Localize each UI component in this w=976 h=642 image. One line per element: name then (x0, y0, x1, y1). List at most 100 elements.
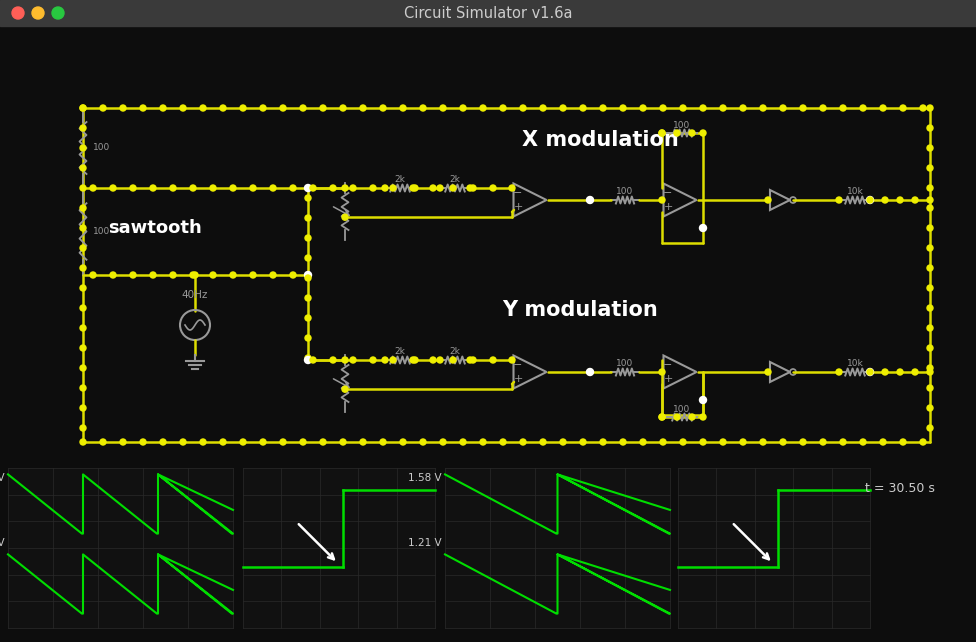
Circle shape (490, 185, 496, 191)
Circle shape (280, 439, 286, 445)
Circle shape (500, 105, 506, 111)
Bar (8, 468, 233, 628)
Circle shape (700, 225, 707, 232)
Circle shape (290, 185, 296, 191)
Circle shape (382, 185, 388, 191)
Circle shape (440, 439, 446, 445)
Circle shape (320, 105, 326, 111)
Circle shape (674, 130, 680, 136)
Circle shape (80, 145, 86, 151)
Circle shape (897, 369, 903, 375)
Text: Y modulation: Y modulation (502, 300, 658, 320)
Circle shape (305, 215, 311, 221)
Circle shape (920, 105, 926, 111)
Circle shape (640, 105, 646, 111)
Bar (243, 468, 435, 628)
Circle shape (927, 365, 933, 371)
Circle shape (600, 105, 606, 111)
Circle shape (170, 185, 176, 191)
Circle shape (927, 325, 933, 331)
Circle shape (120, 439, 126, 445)
Text: 100: 100 (93, 227, 110, 236)
Circle shape (90, 272, 96, 278)
Circle shape (80, 385, 86, 391)
Circle shape (280, 105, 286, 111)
Circle shape (600, 439, 606, 445)
Circle shape (927, 305, 933, 311)
Circle shape (912, 369, 918, 375)
Circle shape (420, 105, 426, 111)
Circle shape (305, 335, 311, 341)
Circle shape (120, 105, 126, 111)
Text: 10k: 10k (846, 360, 864, 369)
Circle shape (440, 105, 446, 111)
Circle shape (689, 130, 695, 136)
Circle shape (560, 105, 566, 111)
Circle shape (305, 355, 311, 361)
Circle shape (659, 197, 665, 203)
Circle shape (300, 105, 306, 111)
Text: 2k: 2k (450, 347, 461, 356)
Circle shape (342, 357, 348, 363)
Circle shape (689, 414, 695, 420)
Circle shape (659, 130, 665, 136)
Circle shape (560, 439, 566, 445)
Text: 2k: 2k (450, 175, 461, 184)
Circle shape (437, 357, 443, 363)
Circle shape (460, 105, 466, 111)
Circle shape (580, 105, 586, 111)
Circle shape (80, 265, 86, 271)
Circle shape (509, 185, 515, 191)
Circle shape (305, 255, 311, 261)
Bar (445, 468, 670, 628)
Circle shape (342, 386, 348, 392)
Circle shape (260, 439, 266, 445)
Circle shape (840, 105, 846, 111)
Circle shape (382, 357, 388, 363)
Circle shape (860, 105, 866, 111)
Text: −: − (513, 360, 523, 370)
Circle shape (720, 439, 726, 445)
Circle shape (305, 184, 311, 191)
Circle shape (410, 357, 416, 363)
Circle shape (860, 439, 866, 445)
Circle shape (700, 439, 706, 445)
Text: 100: 100 (93, 144, 110, 153)
Circle shape (230, 272, 236, 278)
Circle shape (500, 439, 506, 445)
Circle shape (780, 105, 786, 111)
Circle shape (680, 105, 686, 111)
Circle shape (680, 439, 686, 445)
Circle shape (360, 105, 366, 111)
Circle shape (160, 105, 166, 111)
Circle shape (240, 105, 246, 111)
Circle shape (880, 105, 886, 111)
Circle shape (927, 265, 933, 271)
Text: +: + (513, 202, 523, 212)
Circle shape (620, 105, 626, 111)
Circle shape (390, 357, 396, 363)
Circle shape (370, 357, 376, 363)
Circle shape (12, 7, 24, 19)
Circle shape (820, 439, 826, 445)
Circle shape (700, 397, 707, 404)
Bar (678, 468, 870, 628)
Circle shape (587, 196, 593, 204)
Text: −: − (664, 360, 672, 370)
Circle shape (250, 272, 256, 278)
Circle shape (80, 285, 86, 291)
Circle shape (912, 197, 918, 203)
Circle shape (80, 105, 86, 111)
Circle shape (320, 439, 326, 445)
Circle shape (927, 369, 933, 375)
Circle shape (370, 185, 376, 191)
Circle shape (32, 7, 44, 19)
Circle shape (330, 185, 336, 191)
Circle shape (80, 439, 86, 445)
Text: 40Hz: 40Hz (182, 290, 208, 300)
Circle shape (350, 357, 356, 363)
Circle shape (90, 185, 96, 191)
Circle shape (867, 197, 873, 203)
Circle shape (659, 414, 665, 420)
Circle shape (380, 439, 386, 445)
